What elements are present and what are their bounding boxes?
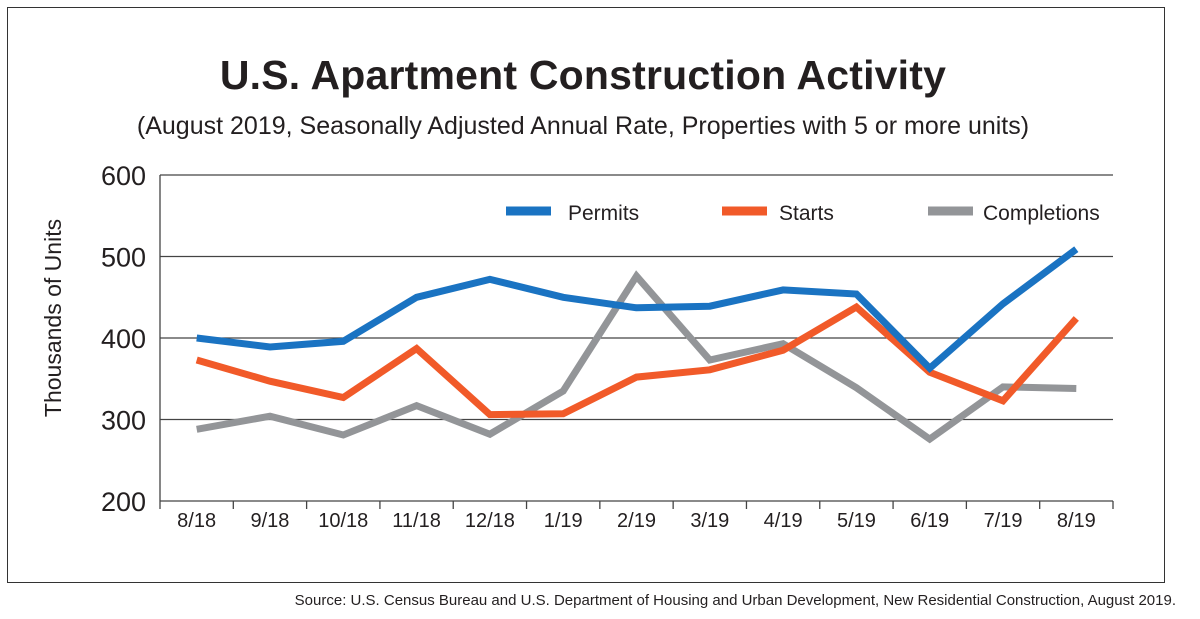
x-tick-label: 8/19 (1057, 510, 1096, 532)
x-tick-label: 7/19 (984, 510, 1023, 532)
x-tick-label: 1/19 (544, 510, 583, 532)
y-tick-label: 500 (101, 243, 146, 273)
series-line-starts (195, 302, 1079, 419)
y-tick-label: 300 (101, 406, 146, 436)
x-tick-label: 11/18 (392, 510, 441, 532)
legend: Permits Starts Completions (506, 202, 1100, 225)
legend-label-starts: Starts (779, 202, 834, 225)
chart-title: U.S. Apartment Construction Activity (219, 52, 947, 98)
x-tick-label: 6/19 (910, 510, 949, 532)
y-axis-label: Thousands of Units (40, 219, 66, 417)
y-tick-label: 600 (101, 161, 146, 191)
y-tick-label: 200 (101, 487, 146, 517)
x-tick-label: 5/19 (837, 510, 876, 532)
chart-frame (7, 7, 1165, 583)
legend-label-permits: Permits (568, 202, 639, 225)
x-tick-label: 3/19 (690, 510, 729, 532)
legend-label-completions: Completions (983, 202, 1100, 225)
line-chart: 200 300 400 500 600 8/18 9/18 10/18 11/18 12/18 1… (40, 161, 1114, 532)
y-tick-label: 400 (101, 324, 146, 354)
y-tick-labels: 200 300 400 500 600 (101, 161, 146, 517)
series-lines (195, 246, 1079, 444)
series-line-permits (196, 246, 1079, 374)
x-tick-label: 2/19 (617, 510, 656, 532)
x-tick-label: 9/18 (250, 510, 289, 532)
x-tick-label: 10/18 (318, 510, 368, 532)
series-line-completions (196, 270, 1077, 444)
gridlines (160, 174, 1113, 421)
chart-subtitle: (August 2019, Seasonally Adjusted Annual… (136, 112, 1030, 140)
x-tick-label: 4/19 (764, 510, 803, 532)
source-note: Source: U.S. Census Bureau and U.S. Depa… (294, 592, 1176, 609)
axes (159, 175, 1114, 509)
x-tick-labels: 8/18 9/18 10/18 11/18 12/18 1/19 2/19 3/19 4/19 5… (177, 510, 1096, 532)
x-tick-label: 8/18 (177, 510, 216, 532)
x-tick-label: 12/18 (465, 510, 515, 532)
